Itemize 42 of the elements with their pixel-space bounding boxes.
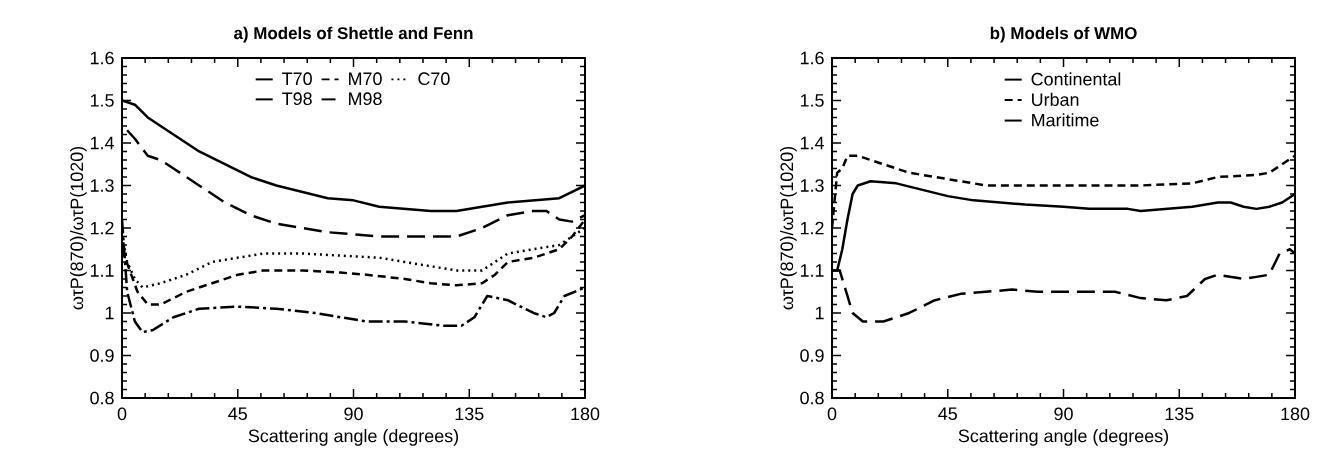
x-axis-title: Scattering angle (degrees) — [248, 429, 459, 446]
y-tick-label: 1.1 — [800, 264, 824, 277]
y-tick-label: 1.4 — [800, 136, 824, 150]
x-tick-label: 45 — [938, 407, 957, 421]
y-tick-label: 0.9 — [90, 349, 114, 362]
legend-label: T70 — [282, 72, 312, 86]
y-tick-label: 1.2 — [800, 221, 824, 235]
legend-label: M98 — [349, 92, 382, 106]
y-tick-label: 1.4 — [90, 136, 114, 150]
y-tick-label: 1.6 — [800, 51, 824, 65]
y-tick-label: 1.5 — [90, 94, 114, 107]
y-axis-title: ωτP(870)/ωτP(1020) — [780, 146, 797, 310]
y-tick-label: 1 — [105, 306, 114, 320]
x-tick-label: 0 — [827, 407, 837, 421]
legend-label: T98 — [282, 92, 312, 106]
legend-label: M70 — [349, 72, 382, 86]
chart-title: a) Models of Shettle and Fenn — [234, 26, 473, 43]
y-tick-label: 1.1 — [90, 264, 114, 277]
x-tick-label: 135 — [1165, 407, 1194, 421]
x-tick-label: 90 — [1054, 407, 1073, 421]
legend-label: Continental — [1031, 72, 1121, 86]
y-tick-label: 1.2 — [90, 221, 114, 235]
x-tick-label: 0 — [117, 407, 127, 421]
y-tick-label: 1.3 — [800, 179, 824, 192]
chart-title: b) Models of WMO — [990, 26, 1137, 43]
y-axis-title: ωτP(870)/ωτP(1020) — [70, 146, 87, 310]
legend-label: Urban — [1032, 92, 1079, 107]
y-tick-label: 1.3 — [90, 179, 114, 192]
y-tick-label: 0.8 — [800, 391, 824, 405]
y-tick-label: 1 — [815, 306, 824, 320]
x-tick-label: 45 — [228, 407, 247, 421]
x-tick-label: 90 — [344, 407, 363, 421]
x-tick-label: 135 — [455, 407, 484, 421]
y-tick-label: 0.9 — [800, 349, 824, 362]
x-axis-title: Scattering angle (degrees) — [958, 429, 1169, 446]
y-tick-label: 1.6 — [90, 51, 114, 65]
x-tick-label: 180 — [1281, 407, 1310, 421]
y-tick-label: 1.5 — [800, 94, 824, 107]
legend-label: Maritime — [1032, 113, 1099, 127]
legend-label: C70 — [418, 72, 450, 86]
y-tick-label: 0.8 — [90, 391, 114, 405]
x-tick-label: 180 — [571, 407, 600, 421]
